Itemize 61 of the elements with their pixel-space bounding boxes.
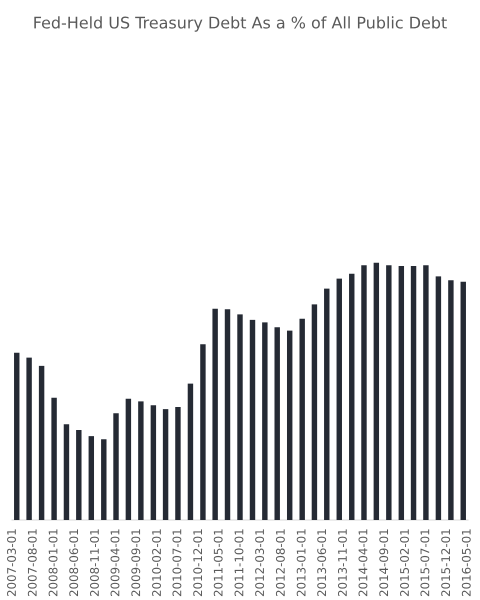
x-tick-label: 2013-06-01 (317, 529, 326, 596)
bar (175, 407, 181, 520)
bar (162, 409, 168, 520)
bar (76, 430, 82, 520)
x-tick-label: 2010-02-01 (152, 529, 161, 596)
bar (88, 436, 94, 520)
x-tick-label: 2013-01-01 (296, 529, 306, 596)
bar (410, 266, 416, 520)
bar (38, 366, 44, 520)
bar (188, 384, 194, 520)
bar (51, 398, 57, 520)
x-tick-label: 2007-08-01 (28, 529, 37, 596)
x-tick-label: 2010-12-01 (193, 529, 202, 596)
bar (150, 405, 156, 520)
bar (386, 265, 392, 520)
bar (336, 278, 342, 520)
bar (200, 344, 206, 520)
x-tick-label: 2008-06-01 (69, 529, 78, 596)
bar (349, 274, 354, 520)
bar (374, 262, 380, 520)
bar (286, 330, 292, 520)
bar (250, 320, 256, 520)
x-tick-label: 2008-11-01 (90, 529, 99, 596)
x-tick-label: 2015-07-01 (420, 529, 430, 596)
x-tick-label: 2016-05-01 (462, 529, 471, 596)
bar (237, 314, 243, 520)
bar (138, 401, 144, 520)
bar (361, 265, 367, 520)
x-tick-label: 2011-10-01 (234, 529, 244, 596)
bar (126, 398, 132, 520)
x-tick-label: 2014-04-01 (358, 529, 368, 596)
x-tick-label: 2008-01-01 (48, 529, 58, 596)
bar (312, 304, 318, 520)
bar (274, 327, 280, 520)
bar (460, 282, 466, 520)
x-tick-label: 2009-09-01 (131, 529, 140, 596)
x-tick-label: 2012-08-01 (276, 529, 285, 596)
bar (448, 280, 454, 520)
x-tick-label: 2015-02-01 (400, 529, 409, 596)
bar (299, 318, 305, 520)
bar (113, 413, 119, 520)
x-tick-label: 2014-09-01 (379, 529, 388, 596)
bar (436, 276, 442, 520)
bar (224, 309, 230, 520)
x-tick-label: 2015-12-01 (441, 529, 450, 596)
bar (212, 308, 218, 520)
bar (398, 266, 404, 520)
x-tick-label: 2011-05-01 (214, 529, 223, 596)
bar (64, 424, 70, 520)
bar (14, 352, 20, 520)
bar (324, 288, 330, 520)
x-tick-label: 2007-03-01 (7, 529, 16, 596)
x-tick-label: 2013-11-01 (338, 529, 347, 596)
bar (26, 358, 32, 520)
bar (423, 265, 429, 520)
x-tick-label: 2010-07-01 (172, 529, 182, 596)
x-tick-label: 2012-03-01 (255, 529, 264, 596)
bar (262, 322, 268, 520)
x-tick-label: 2009-04-01 (110, 529, 120, 596)
chart-title: Fed-Held US Treasury Debt As a % of All Public Debt (34, 16, 447, 32)
bar (101, 439, 107, 520)
